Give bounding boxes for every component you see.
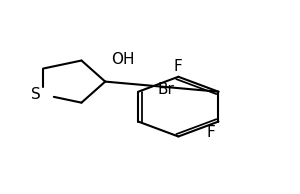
Text: Br: Br bbox=[158, 82, 175, 97]
Text: OH: OH bbox=[111, 52, 135, 67]
Text: F: F bbox=[174, 59, 183, 74]
Text: F: F bbox=[207, 125, 215, 140]
Text: S: S bbox=[31, 87, 40, 102]
